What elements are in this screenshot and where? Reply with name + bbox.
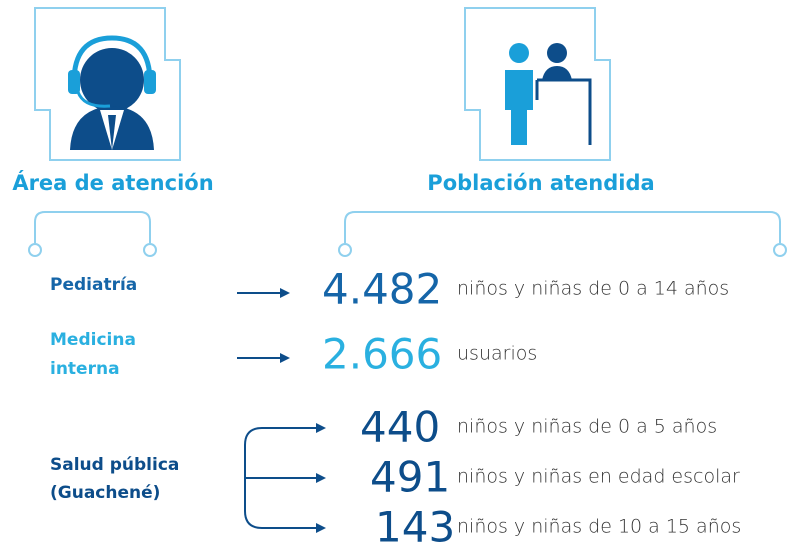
desk-icon — [464, 7, 611, 161]
number: 491 — [370, 453, 450, 502]
header-population: Población atendida — [427, 171, 654, 195]
area-label: interna — [50, 359, 120, 379]
arrow-head — [316, 423, 326, 433]
description: niños y niñas en edad escolar — [457, 466, 740, 488]
number: 143 — [375, 503, 455, 552]
arrow-head — [280, 288, 290, 298]
description: usuarios — [457, 343, 537, 365]
description: niños y niñas de 10 a 15 años — [457, 516, 741, 538]
bracket — [344, 211, 781, 243]
header-area: Área de atención — [12, 170, 213, 195]
bracket-end — [143, 243, 157, 257]
headset-icon — [34, 7, 181, 161]
arrow-head — [280, 353, 290, 363]
bracket-end — [338, 243, 352, 257]
bracket — [34, 211, 151, 243]
arrow-head — [316, 473, 326, 483]
number: 440 — [360, 403, 440, 452]
number: 4.482 — [322, 265, 442, 314]
arrow-head — [316, 523, 326, 533]
branch — [244, 427, 318, 529]
number: 2.666 — [322, 330, 442, 379]
bracket-end — [773, 243, 787, 257]
bracket-end — [28, 243, 42, 257]
area-label: (Guachené) — [50, 483, 160, 503]
area-label: Salud pública — [50, 455, 179, 475]
area-label: Medicina — [50, 330, 136, 350]
description: niños y niñas de 0 a 14 años — [457, 278, 729, 300]
description: niños y niñas de 0 a 5 años — [457, 416, 717, 438]
area-label: Pediatría — [50, 275, 137, 295]
